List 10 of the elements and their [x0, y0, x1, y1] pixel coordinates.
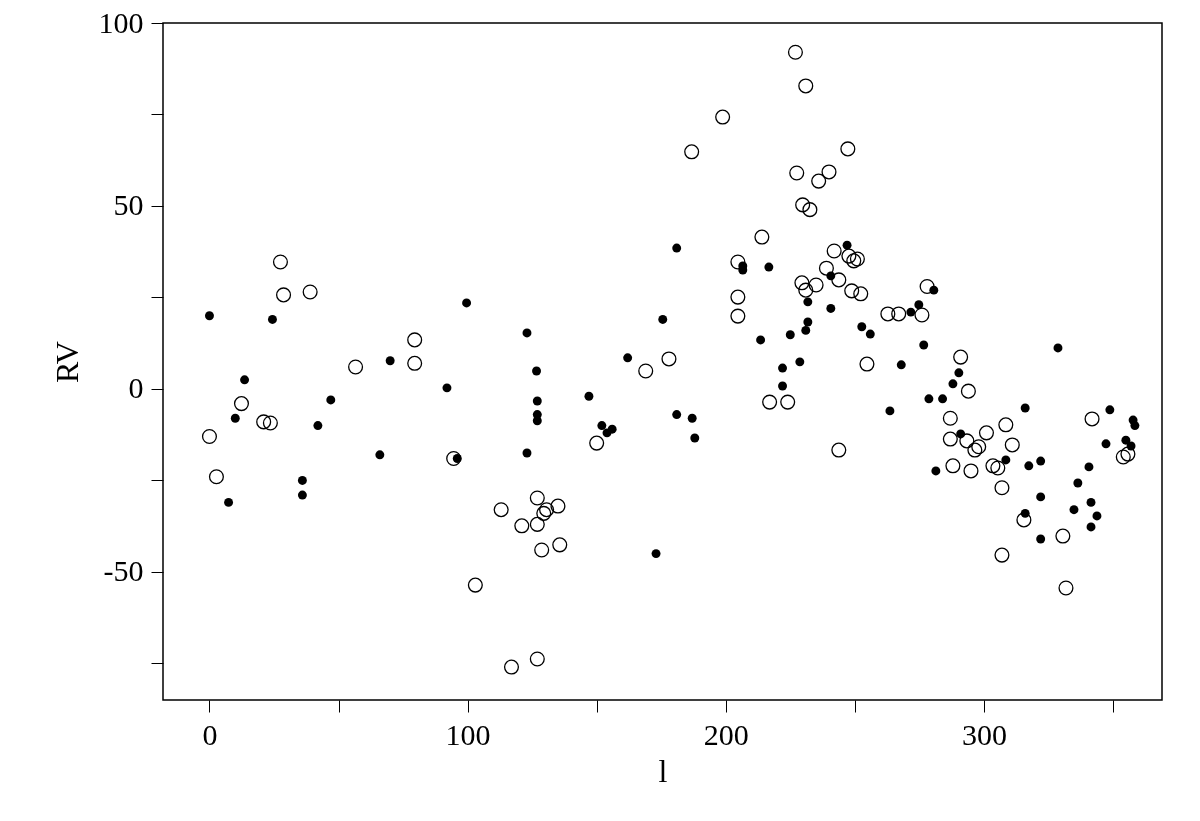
x-tick-label: 100 — [445, 717, 491, 751]
y-tick-label: 100 — [98, 5, 144, 39]
x-tick-label: 300 — [961, 717, 1007, 751]
x-tick-label: 200 — [703, 717, 749, 751]
y-tick-label: 0 — [128, 371, 144, 405]
y-tick-label: -50 — [103, 554, 144, 588]
y-axis-title: RV — [48, 341, 85, 383]
y-tick-label: 50 — [113, 188, 144, 222]
x-tick-label: 0 — [202, 717, 218, 751]
x-axis-title: l — [658, 752, 668, 789]
